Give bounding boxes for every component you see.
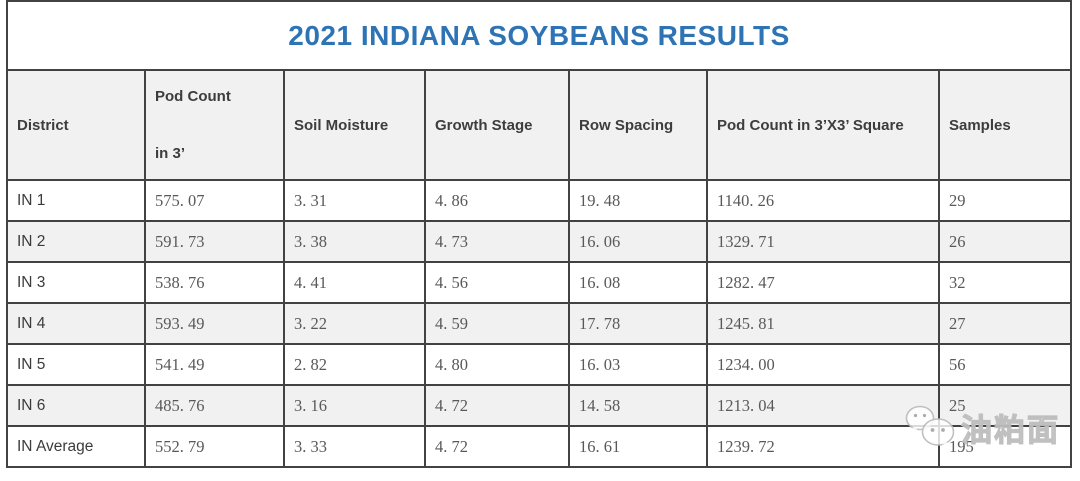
pod-count-square-cell: 1140. 26 (706, 179, 940, 222)
district-cell: IN Average (6, 425, 146, 468)
pod-count-cell: 541. 49 (144, 343, 285, 386)
district-cell: IN 5 (6, 343, 146, 386)
district-cell: IN 1 (6, 179, 146, 222)
table-row-in3: IN 3 538. 76 4. 41 4. 56 16. 08 1282. 47… (6, 261, 1073, 304)
samples-cell: 29 (937, 179, 1073, 222)
table-row-in2: IN 2 591. 73 3. 38 4. 73 16. 06 1329. 71… (6, 220, 1073, 263)
results-table-container: 2021 INDIANA SOYBEANS RESULTS District P… (5, 0, 1073, 468)
column-header-label: Pod Count (155, 88, 231, 105)
growth-stage-cell: 4. 56 (424, 261, 570, 304)
samples-cell: 26 (937, 220, 1073, 263)
pod-count-square-cell: 1245. 81 (706, 302, 940, 345)
samples-cell: 195 (937, 425, 1073, 468)
table-row-in4: IN 4 593. 49 3. 22 4. 59 17. 78 1245. 81… (6, 302, 1073, 345)
row-spacing-cell: 14. 58 (568, 384, 708, 427)
column-header-soil-moisture: Soil Moisture (283, 69, 426, 181)
district-cell: IN 3 (6, 261, 146, 304)
pod-count-square-cell: 1239. 72 (706, 425, 940, 468)
table-row-in1: IN 1 575. 07 3. 31 4. 86 19. 48 1140. 26… (6, 179, 1073, 222)
title-row: 2021 INDIANA SOYBEANS RESULTS (5, 0, 1073, 71)
samples-cell: 32 (937, 261, 1073, 304)
table-title: 2021 INDIANA SOYBEANS RESULTS (5, 0, 1073, 71)
column-header-label: Samples (949, 116, 1011, 134)
table-row-in-average: IN Average 552. 79 3. 33 4. 72 16. 61 12… (6, 425, 1073, 468)
district-cell: IN 4 (6, 302, 146, 345)
samples-cell: 25 (937, 384, 1073, 427)
column-header-pod-count-square: Pod Count in 3’X3’ Square (706, 69, 940, 181)
row-spacing-cell: 16. 06 (568, 220, 708, 263)
soil-moisture-cell: 3. 31 (283, 179, 426, 222)
column-header-district: District (6, 69, 146, 181)
district-cell: IN 2 (6, 220, 146, 263)
column-header-label: Soil Moisture (294, 116, 389, 134)
pod-count-square-cell: 1213. 04 (706, 384, 940, 427)
pod-count-square-cell: 1329. 71 (706, 220, 940, 263)
pod-count-cell: 575. 07 (144, 179, 285, 222)
pod-count-cell: 538. 76 (144, 261, 285, 304)
growth-stage-cell: 4. 72 (424, 384, 570, 427)
row-spacing-cell: 16. 61 (568, 425, 708, 468)
column-header-row-spacing: Row Spacing (568, 69, 708, 181)
column-header-pod-count: Pod Count in 3’ (144, 69, 285, 181)
samples-cell: 27 (937, 302, 1073, 345)
soil-moisture-cell: 3. 38 (283, 220, 426, 263)
column-header-label: District (17, 116, 69, 134)
column-header-samples: Samples (937, 69, 1073, 181)
column-header-sublabel: in 3’ (155, 145, 186, 162)
column-header-growth-stage: Growth Stage (424, 69, 570, 181)
pod-count-square-cell: 1282. 47 (706, 261, 940, 304)
growth-stage-cell: 4. 72 (424, 425, 570, 468)
soil-moisture-cell: 3. 22 (283, 302, 426, 345)
column-header-label: Row Spacing (579, 116, 674, 134)
column-header-label: Growth Stage (435, 116, 533, 134)
pod-count-cell: 593. 49 (144, 302, 285, 345)
table-row-in6: IN 6 485. 76 3. 16 4. 72 14. 58 1213. 04… (6, 384, 1073, 427)
growth-stage-cell: 4. 59 (424, 302, 570, 345)
growth-stage-cell: 4. 73 (424, 220, 570, 263)
pod-count-cell: 485. 76 (144, 384, 285, 427)
pod-count-square-cell: 1234. 00 (706, 343, 940, 386)
table-row-in5: IN 5 541. 49 2. 82 4. 80 16. 03 1234. 00… (6, 343, 1073, 386)
growth-stage-cell: 4. 80 (424, 343, 570, 386)
samples-cell: 56 (937, 343, 1073, 386)
growth-stage-cell: 4. 86 (424, 179, 570, 222)
row-spacing-cell: 16. 08 (568, 261, 708, 304)
soil-moisture-cell: 3. 16 (283, 384, 426, 427)
soil-moisture-cell: 3. 33 (283, 425, 426, 468)
soil-moisture-cell: 2. 82 (283, 343, 426, 386)
row-spacing-cell: 16. 03 (568, 343, 708, 386)
district-cell: IN 6 (6, 384, 146, 427)
soil-moisture-cell: 4. 41 (283, 261, 426, 304)
header-row: District Pod Count in 3’ Soil Moisture G… (6, 69, 1073, 181)
pod-count-cell: 591. 73 (144, 220, 285, 263)
pod-count-cell: 552. 79 (144, 425, 285, 468)
row-spacing-cell: 17. 78 (568, 302, 708, 345)
pod-count-header-stack: Pod Count in 3’ (155, 88, 277, 162)
soybeans-results-table: 2021 INDIANA SOYBEANS RESULTS District P… (5, 0, 1073, 468)
column-header-label: Pod Count in 3’X3’ Square (717, 116, 904, 134)
row-spacing-cell: 19. 48 (568, 179, 708, 222)
